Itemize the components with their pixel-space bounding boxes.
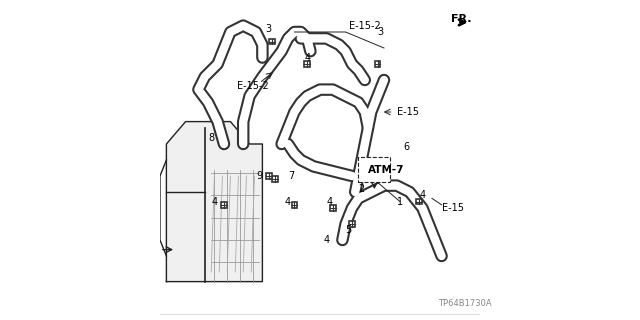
Text: E-15: E-15	[442, 203, 463, 213]
Text: 3: 3	[378, 27, 384, 37]
Bar	[292, 202, 297, 208]
Text: 4: 4	[323, 235, 330, 245]
Text: 6: 6	[403, 142, 410, 152]
Bar	[349, 221, 355, 227]
Text: 7: 7	[288, 171, 294, 181]
Text: TP64B1730A: TP64B1730A	[438, 300, 492, 308]
Text: E-15-2: E-15-2	[237, 81, 269, 92]
Bar	[221, 202, 227, 208]
Bar	[269, 39, 275, 44]
Bar	[417, 199, 422, 204]
Text: E-15-2: E-15-2	[349, 20, 381, 31]
Bar	[358, 157, 390, 182]
Text: FR.: FR.	[451, 14, 472, 24]
Text: 3: 3	[266, 24, 272, 34]
Bar	[375, 61, 380, 67]
Text: 4: 4	[211, 196, 218, 207]
Text: 9: 9	[256, 171, 262, 181]
Bar	[266, 173, 272, 179]
Polygon shape	[166, 122, 262, 282]
Text: E-15: E-15	[397, 107, 419, 117]
Bar	[273, 176, 278, 182]
Text: 4: 4	[285, 196, 291, 207]
Text: 5: 5	[346, 225, 352, 236]
Bar	[330, 205, 336, 211]
Text: ATM-7: ATM-7	[368, 164, 404, 175]
Text: 8: 8	[208, 132, 214, 143]
Text: 4: 4	[419, 190, 426, 200]
Text: 4: 4	[326, 196, 333, 207]
Text: 4: 4	[304, 52, 310, 63]
Text: 1: 1	[397, 196, 403, 207]
Text: 2: 2	[358, 184, 365, 194]
Bar	[305, 61, 310, 67]
